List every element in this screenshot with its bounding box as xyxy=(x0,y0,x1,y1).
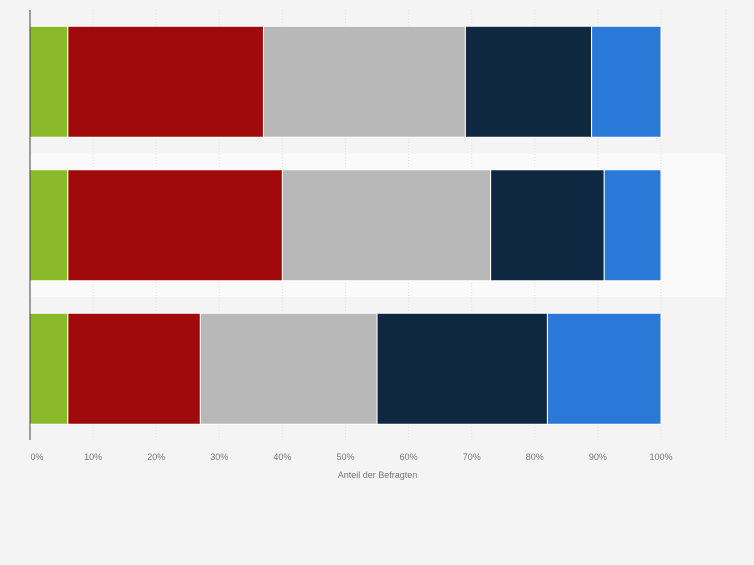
bar-segment-row3-series4 xyxy=(376,312,548,425)
bar-segment-row3-series1 xyxy=(29,312,69,425)
x-tick-label: 70% xyxy=(463,452,481,462)
bar-segment-row2-series3 xyxy=(281,169,492,282)
x-tick-labels: 0% 10% 20% 30% 40% 50% 60% 70% 80% 90% 100% xyxy=(30,452,672,462)
x-tick-label: 40% xyxy=(273,452,291,462)
bar-segment-row3-series3 xyxy=(199,312,378,425)
x-tick-label: 60% xyxy=(400,452,418,462)
x-tick-label: 100% xyxy=(649,452,672,462)
bar-segment-row3-series5 xyxy=(546,312,662,425)
bar-segment-row2-series4 xyxy=(490,169,605,282)
x-tick-label: 80% xyxy=(526,452,544,462)
bar-segment-row2-series1 xyxy=(29,169,69,282)
bar-segment-row2-series5 xyxy=(603,169,662,282)
bar-segment-row1-series1 xyxy=(29,25,69,138)
x-tick-label: 20% xyxy=(147,452,165,462)
x-tick-label: 50% xyxy=(336,452,354,462)
bar-segment-row1-series4 xyxy=(464,25,593,138)
x-axis-label: Anteil der Befragten xyxy=(338,470,418,480)
bar-segment-row3-series2 xyxy=(67,312,201,425)
bar-segment-row1-series5 xyxy=(591,25,662,138)
bar-segment-row1-series3 xyxy=(262,25,466,138)
x-tick-label: 30% xyxy=(210,452,228,462)
bar-segment-row1-series2 xyxy=(67,25,264,138)
x-tick-label: 90% xyxy=(589,452,607,462)
bar-segment-row2-series2 xyxy=(67,169,283,282)
bars xyxy=(29,25,662,425)
x-tick-label: 0% xyxy=(30,452,43,462)
x-tick-label: 10% xyxy=(84,452,102,462)
